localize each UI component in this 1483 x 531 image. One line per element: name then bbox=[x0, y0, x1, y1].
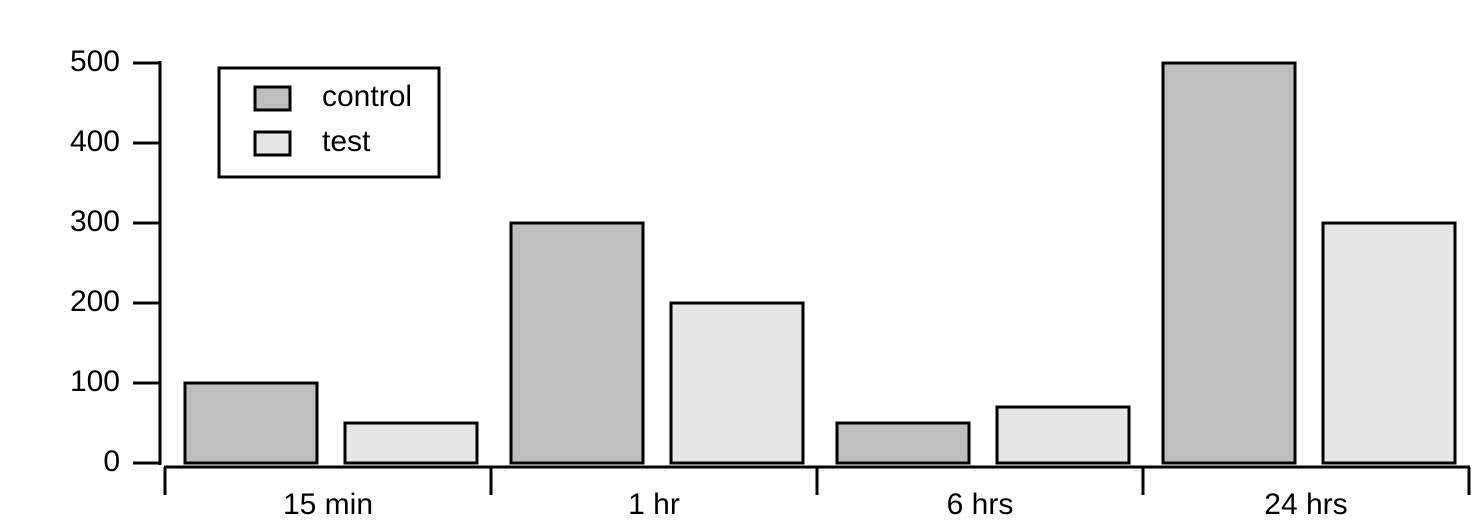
legend-label: control bbox=[322, 80, 412, 113]
bar bbox=[509, 221, 645, 465]
bar bbox=[669, 301, 805, 465]
x-tick-label: 6 hrs bbox=[947, 488, 1014, 521]
x-tick-label: 15 min bbox=[283, 488, 373, 521]
y-tick-label: 500 bbox=[70, 45, 120, 78]
bar bbox=[183, 381, 319, 465]
bar bbox=[995, 405, 1131, 465]
legend-swatch bbox=[253, 130, 292, 157]
y-tick-label: 100 bbox=[70, 365, 120, 398]
legend-swatch bbox=[253, 85, 292, 112]
bar bbox=[835, 421, 971, 465]
x-tick-label: 1 hr bbox=[628, 488, 680, 521]
bar bbox=[1161, 61, 1297, 465]
legend: control test bbox=[217, 66, 441, 179]
x-tick-label: 24 hrs bbox=[1264, 488, 1347, 521]
y-tick-label: 300 bbox=[70, 205, 120, 238]
bar bbox=[343, 421, 479, 465]
legend-label: test bbox=[322, 125, 371, 158]
y-tick-label: 400 bbox=[70, 125, 120, 158]
y-tick-label: 0 bbox=[103, 445, 120, 478]
bar bbox=[1321, 221, 1457, 465]
y-tick-label: 200 bbox=[70, 285, 120, 318]
